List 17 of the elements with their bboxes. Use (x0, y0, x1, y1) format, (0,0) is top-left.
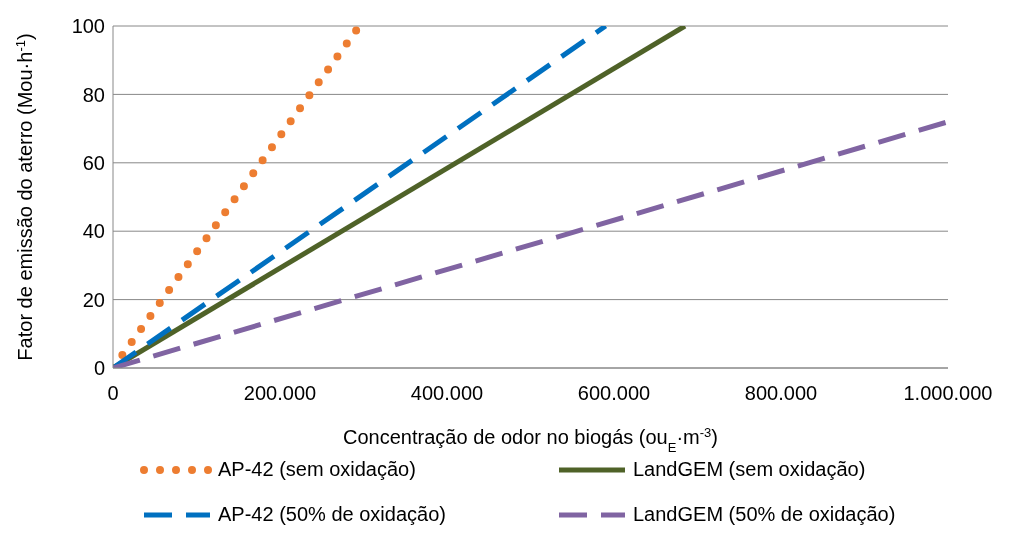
x-axis-title: Concentração de odor no biogás (ou$_{E}$·m$^{-3}$) (343, 424, 718, 455)
legend-label: AP-42 (50% de oxidação) (218, 503, 446, 526)
y-tick-label: 40 (82, 220, 105, 243)
y-tick-label: 0 (93, 357, 105, 380)
y-tick-label: 100 (71, 15, 105, 38)
x-tick-label: 800.000 (744, 382, 818, 405)
x-tick-label: 400.000 (410, 382, 484, 405)
legend-label: AP-42 (sem oxidação) (218, 458, 416, 481)
y-tick-label: 80 (82, 83, 105, 106)
x-tick-label: 0 (107, 382, 119, 405)
x-tick-label: 200.000 (243, 382, 317, 405)
legend-label: LandGEM (sem oxidação) (633, 458, 866, 481)
x-tick-label: 1.000.000 (903, 382, 993, 405)
x-tick-label: 600.000 (577, 382, 651, 405)
y-tick-label: 60 (82, 151, 105, 174)
legend-label: LandGEM (50% de oxidação) (633, 503, 896, 526)
y-tick-label: 20 (82, 288, 105, 311)
